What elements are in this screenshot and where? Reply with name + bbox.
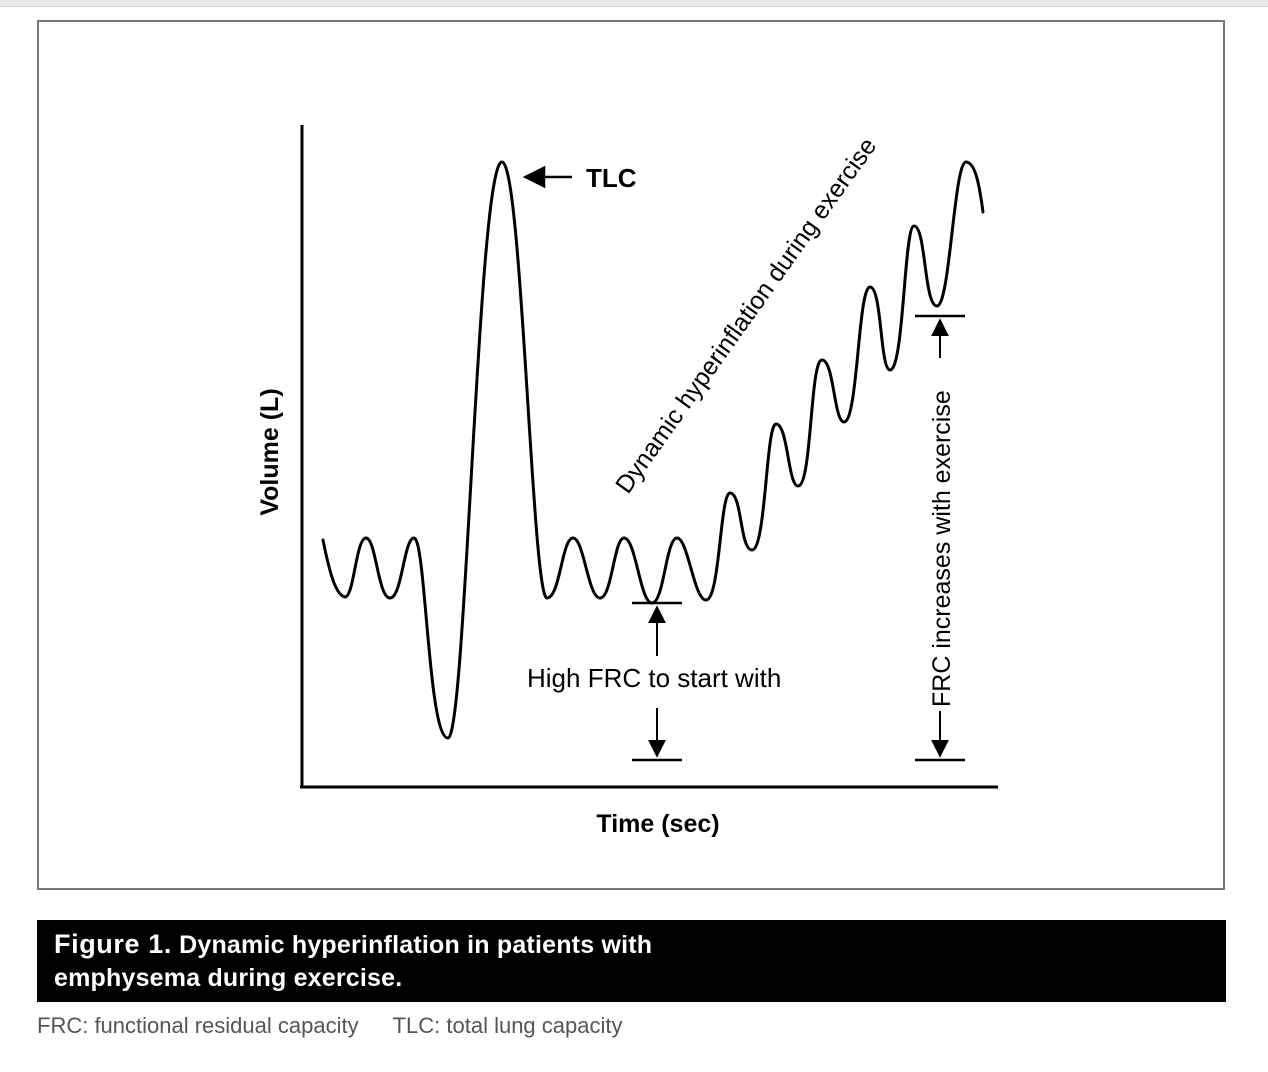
dynamic-hyperinflation-label: Dynamic hyperinflation during exercise [610,133,882,499]
tlc-label: TLC [586,163,637,193]
y-axis-label: Volume (L) [256,388,284,515]
abbreviation-footnote: FRC: functional residual capacity TLC: to… [37,1013,623,1039]
caption-line-1: Figure 1. Dynamic hyperinflation in pati… [54,928,1226,962]
caption-label: Figure 1. [54,929,172,959]
x-axis-label: Time (sec) [596,810,719,838]
figure-frame [37,20,1225,890]
top-rule [0,0,1268,7]
caption-text-line1: Dynamic hyperinflation in patients with [179,931,653,959]
volume-trace [321,160,985,740]
caption-text-line2: emphysema during exercise. [54,964,403,992]
tlc-definition: TLC: total lung capacity [392,1013,623,1038]
frc-definition: FRC: functional residual capacity [37,1013,359,1038]
high-frc-label: High FRC to start with [527,663,781,693]
frc-increases-label: FRC increases with exercise [928,390,956,707]
figure-caption: Figure 1. Dynamic hyperinflation in pati… [37,920,1226,1002]
